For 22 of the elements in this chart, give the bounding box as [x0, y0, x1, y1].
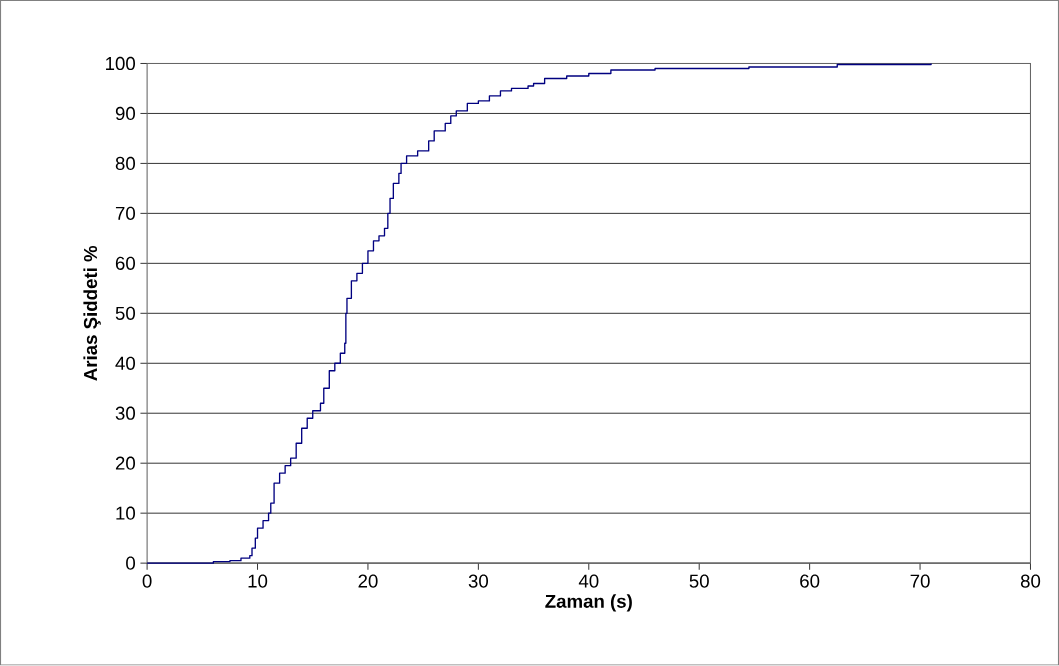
y-axis-title: Arias Şiddeti %: [83, 246, 101, 381]
y-tick-label: 20: [115, 456, 136, 471]
x-tick-label: 30: [468, 574, 489, 588]
y-tick-label: 60: [115, 256, 136, 271]
y-tick-label: 0: [126, 556, 136, 570]
y-tick-label: 10: [116, 506, 136, 520]
y-tick-label: 40: [115, 356, 136, 371]
y-tick-label: 70: [115, 206, 136, 221]
x-tick-label: 0: [142, 574, 152, 588]
y-tick-label: 100: [106, 57, 136, 71]
y-tick-label: 50: [115, 306, 136, 321]
x-tick-label: 10: [248, 574, 268, 588]
y-tick-label: 30: [115, 406, 136, 421]
y-tick-label: 80: [115, 156, 136, 171]
x-axis-title: Zaman (s): [545, 594, 632, 612]
x-tick-label: 60: [800, 574, 820, 588]
y-tick-label: 90: [115, 107, 136, 121]
x-tick-label: 40: [578, 574, 599, 588]
x-tick-label: 70: [910, 574, 930, 588]
x-tick-label: 80: [1020, 574, 1041, 588]
x-tick-label: 20: [358, 574, 378, 588]
x-tick-label: 50: [689, 574, 709, 588]
